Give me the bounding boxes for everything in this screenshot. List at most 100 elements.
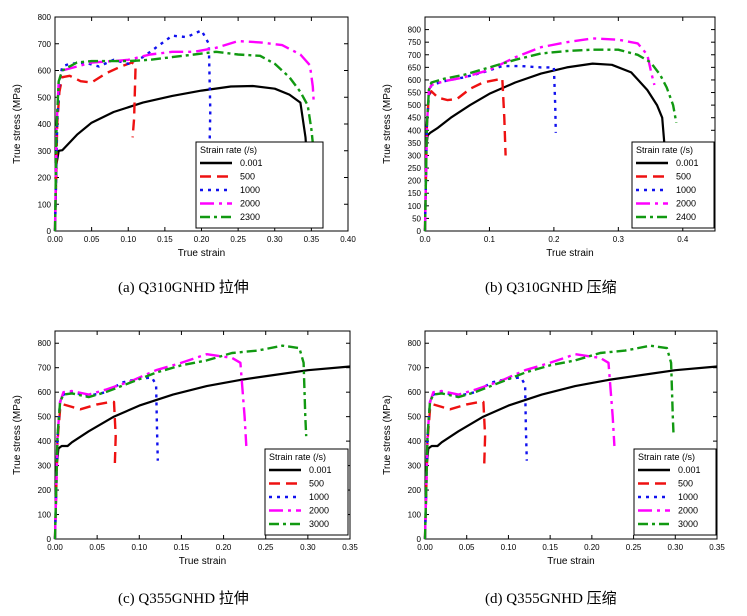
chart-d-xtick-label: 0.25 (626, 543, 642, 552)
chart-b-ytick-label: 450 (408, 114, 422, 123)
chart-b-legend-label-0.001: 0.001 (676, 158, 699, 168)
chart-a-series-1000 (53, 29, 212, 232)
chart-a-ytick-label: 800 (38, 13, 52, 22)
chart-a-xtick-label: 0.40 (340, 235, 356, 244)
chart-b-series-2400 (423, 48, 678, 232)
chart-a-ytick-label: 300 (38, 147, 52, 156)
chart-a-ytick-label: 0 (47, 227, 52, 236)
chart-d-legend-label-1000: 1000 (678, 492, 698, 502)
chart-b-series-2000 (423, 37, 656, 232)
chart-d-legend-label-2000: 2000 (678, 506, 698, 516)
chart-a-xtick-label: 0.30 (267, 235, 283, 244)
chart-a-ylabel: True stress (MPa) (12, 84, 23, 164)
chart-b-xtick-label: 0.4 (677, 235, 689, 244)
chart-d-legend-title: Strain rate (/s) (638, 452, 695, 462)
chart-c-legend-title: Strain rate (/s) (269, 452, 326, 462)
chart-a-ytick-label: 700 (38, 40, 52, 49)
chart-b-ytick-label: 600 (408, 76, 422, 85)
chart-b-xtick-label: 0.1 (484, 235, 496, 244)
chart-b-legend-label-2000: 2000 (676, 199, 696, 209)
chart-d-ytick-label: 200 (408, 486, 422, 495)
chart-a-series-2000 (53, 39, 315, 232)
chart-a-ytick-label: 500 (38, 93, 52, 102)
chart-c-ytick-label: 400 (38, 437, 52, 446)
chart-b-ylabel: True stress (MPa) (382, 84, 393, 164)
chart-c-xtick-label: 0.00 (47, 543, 63, 552)
chart-d-ytick-label: 100 (408, 511, 422, 520)
chart-c-series-3000 (53, 344, 308, 540)
chart-d-xtick-label: 0.10 (501, 543, 517, 552)
chart-c-legend-label-1000: 1000 (309, 492, 329, 502)
chart-d-legend-label-500: 500 (678, 479, 693, 489)
chart-b-ytick-label: 400 (408, 126, 422, 135)
chart-a-legend-label-2300: 2300 (240, 212, 260, 222)
chart-d-ytick-label: 800 (408, 339, 422, 348)
chart-a-legend (195, 141, 324, 229)
chart-a-xtick-label: 0.20 (194, 235, 210, 244)
chart-d-series-3000 (423, 344, 675, 540)
chart-a-xtick-label: 0.35 (304, 235, 320, 244)
chart-d-xtick-label: 0.05 (459, 543, 475, 552)
chart-b-xtick-label: 0.0 (419, 235, 431, 244)
chart-d-ytick-label: 700 (408, 364, 422, 373)
chart-c-xtick-label: 0.15 (174, 543, 190, 552)
caption-a: (a) Q310GNHD 拉伸 (118, 280, 249, 296)
chart-d-legend-label-3000: 3000 (678, 519, 698, 529)
chart-d-xtick-label: 0.30 (667, 543, 683, 552)
chart-d-xtick-label: 0.00 (417, 543, 433, 552)
chart-a-xtick-label: 0.25 (230, 235, 246, 244)
chart-c-ytick-label: 300 (38, 462, 52, 471)
chart-c-xtick-label: 0.30 (300, 543, 316, 552)
chart-c-series-0.001 (53, 365, 351, 540)
chart-c-xtick-label: 0.35 (342, 543, 358, 552)
chart-d-legend-label-0.001: 0.001 (678, 465, 701, 475)
chart-b-ytick-label: 50 (412, 214, 421, 223)
chart-d-legend (633, 448, 717, 536)
chart-a-legend-label-1000: 1000 (240, 185, 260, 195)
chart-c-ytick-label: 700 (38, 364, 52, 373)
chart-c-xtick-label: 0.10 (131, 543, 147, 552)
chart-c-ytick-label: 800 (38, 339, 52, 348)
chart-b-ytick-label: 150 (408, 189, 422, 198)
chart-b-ytick-label: 100 (408, 202, 422, 211)
caption-c: (c) Q355GNHD 拉伸 (118, 591, 249, 607)
chart-b-ytick-label: 500 (408, 101, 422, 110)
chart-c-ytick-label: 600 (38, 388, 52, 397)
chart-a-legend-title: Strain rate (/s) (200, 145, 257, 155)
chart-a-xtick-label: 0.05 (84, 235, 100, 244)
chart-d-xtick-label: 0.15 (542, 543, 558, 552)
chart-b-ytick-label: 200 (408, 177, 422, 186)
chart-c-legend (264, 448, 349, 536)
chart-b-ytick-label: 0 (417, 227, 422, 236)
chart-b-legend-label-2400: 2400 (676, 212, 696, 222)
chart-a-xlabel: True strain (178, 248, 225, 259)
chart-b-ytick-label: 700 (408, 51, 422, 60)
chart-a-xtick-label: 0.00 (47, 235, 63, 244)
chart-a-legend-label-0.001: 0.001 (240, 158, 263, 168)
chart-b-legend (631, 141, 715, 229)
chart-b-xtick-label: 0.2 (548, 235, 560, 244)
chart-c-ytick-label: 200 (38, 486, 52, 495)
chart-d-ytick-label: 500 (408, 413, 422, 422)
chart-d-xtick-label: 0.20 (584, 543, 600, 552)
chart-d-ytick-label: 300 (408, 462, 422, 471)
chart-c-ytick-label: 500 (38, 413, 52, 422)
chart-a-ytick-label: 100 (38, 200, 52, 209)
chart-b-xtick-label: 0.3 (613, 235, 625, 244)
chart-d-ytick-label: 600 (408, 388, 422, 397)
chart-b-ytick-label: 250 (408, 164, 422, 173)
chart-a-series-2300 (53, 50, 317, 232)
chart-a-series-0.001 (53, 84, 313, 232)
caption-b: (b) Q310GNHD 压缩 (485, 280, 617, 296)
chart-b-legend-label-1000: 1000 (676, 185, 696, 195)
chart-a-ytick-label: 400 (38, 120, 52, 129)
chart-d-series-0.001 (423, 365, 718, 540)
chart-d-xtick-label: 0.35 (709, 543, 725, 552)
chart-a-ytick-label: 200 (38, 174, 52, 183)
chart-c-ylabel: True stress (MPa) (12, 395, 23, 475)
chart-a-xtick-label: 0.15 (157, 235, 173, 244)
